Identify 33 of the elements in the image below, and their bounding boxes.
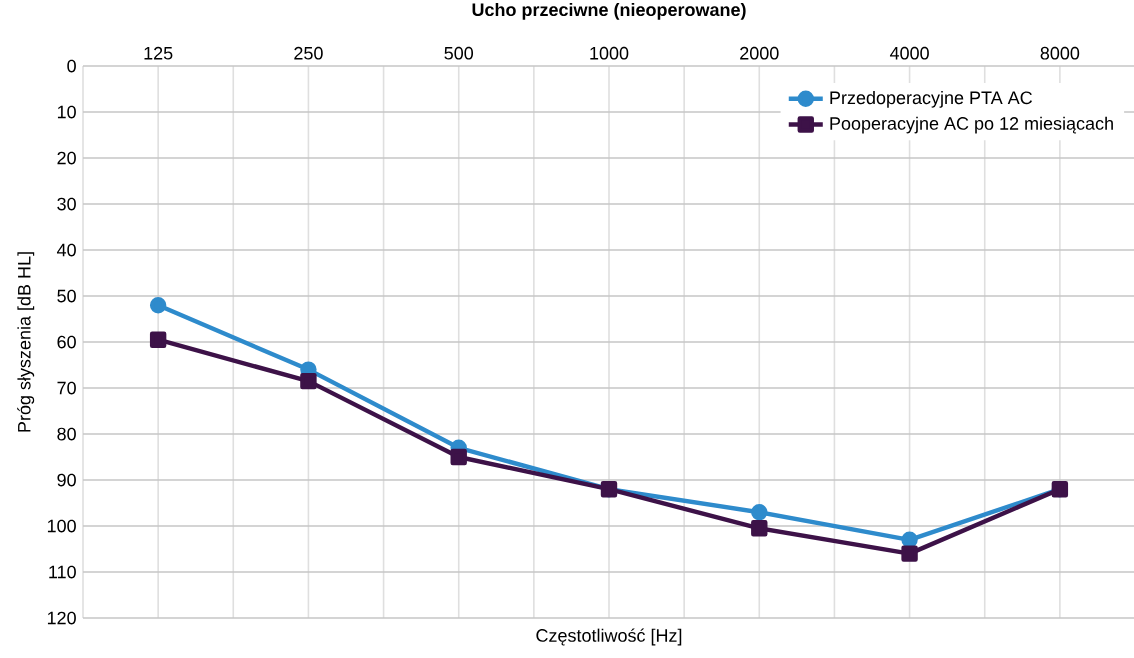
y-tick-label: 70 xyxy=(57,381,76,395)
x-tick-label: 2000 xyxy=(740,46,779,60)
point xyxy=(300,372,317,390)
legend-label: Przedoperacyjne PTA AC xyxy=(830,90,1033,108)
point xyxy=(149,331,167,348)
y-tick-label: 30 xyxy=(57,197,76,211)
x-tick-label: 4000 xyxy=(889,46,929,60)
y-tick-label: 0 xyxy=(67,59,76,73)
point xyxy=(901,531,918,548)
y-tick-label: 120 xyxy=(47,611,76,625)
chart-title: Ucho przeciwne (nieoperowane) xyxy=(472,2,746,20)
x-tick-label: 125 xyxy=(144,46,173,60)
x-axis-title: Częstotliwość [Hz] xyxy=(536,628,682,646)
point xyxy=(751,520,768,537)
y-tick-label: 110 xyxy=(49,565,76,579)
y-tick-label: 100 xyxy=(47,519,76,533)
y-tick-label: 90 xyxy=(57,473,76,487)
y-tick-label: 50 xyxy=(57,289,76,303)
y-tick-label: 10 xyxy=(57,105,76,119)
point xyxy=(901,545,918,562)
x-tick-label: 1000 xyxy=(590,46,629,60)
y-tick-label: 60 xyxy=(57,335,76,349)
point xyxy=(751,504,768,521)
y-tick-label: 40 xyxy=(56,243,76,257)
x-tick-label: 500 xyxy=(444,46,474,60)
point xyxy=(450,448,467,466)
y-tick-label: 80 xyxy=(57,427,76,441)
y-axis-title: Próg słyszenia [dB HL] xyxy=(17,252,35,432)
x-tick-label: 250 xyxy=(294,46,323,60)
x-tick-label: 8000 xyxy=(1040,46,1080,60)
y-tick-label: 20 xyxy=(57,151,76,165)
legend-label: Pooperacyjne AC po 12 miesiącach xyxy=(830,116,1113,134)
point xyxy=(149,297,167,314)
